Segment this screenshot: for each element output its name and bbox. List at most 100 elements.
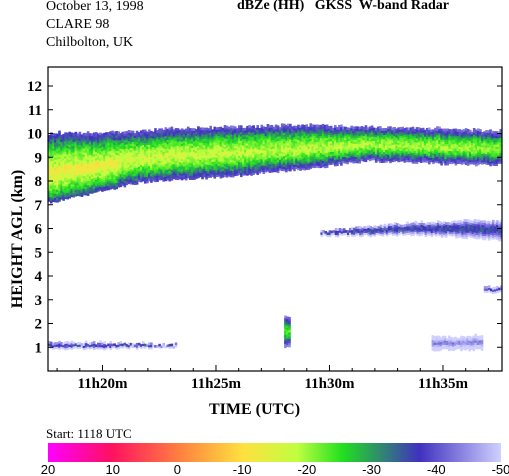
echo-cell <box>285 135 288 139</box>
echo-cell <box>301 124 304 128</box>
echo-cell <box>119 137 123 141</box>
echo-cell <box>411 145 415 149</box>
echo-cell <box>68 165 71 169</box>
echo-cell <box>274 156 278 160</box>
echo-cell <box>215 153 219 156</box>
echo-cell <box>113 161 116 165</box>
echo-cell <box>426 230 430 234</box>
echo-cell <box>272 156 276 160</box>
echo-cell <box>111 143 114 147</box>
echo-cell <box>107 177 110 180</box>
echo-cell <box>146 161 149 164</box>
echo-cell <box>166 173 170 177</box>
echo-cell <box>236 173 239 176</box>
echo-cell <box>466 133 470 136</box>
echo-cell <box>215 157 219 160</box>
echo-cell <box>88 148 92 151</box>
echo-cell <box>413 131 417 134</box>
echo-cell <box>364 129 368 133</box>
echo-cell <box>446 158 449 162</box>
echo-cell <box>456 150 460 154</box>
echo-cell <box>119 158 123 162</box>
echo-cell <box>123 176 127 179</box>
echo-cell <box>111 152 114 155</box>
echo-cell <box>344 135 347 138</box>
echo-cell <box>50 158 53 161</box>
echo-cell <box>254 136 257 140</box>
echo-cell <box>426 228 430 232</box>
echo-cell <box>321 141 325 144</box>
echo-cell <box>454 147 458 151</box>
echo-cell <box>127 140 131 144</box>
echo-cell <box>133 139 137 143</box>
echo-cell <box>72 192 76 196</box>
echo-cell <box>162 146 165 150</box>
echo-cell <box>86 193 90 196</box>
echo-cell <box>80 185 84 189</box>
echo-cell <box>62 176 65 180</box>
echo-cell <box>421 140 425 144</box>
echo-cell <box>415 146 419 150</box>
echo-cell <box>217 174 221 177</box>
echo-cell <box>129 179 133 183</box>
echo-cell <box>180 139 184 142</box>
echo-cell <box>464 162 468 165</box>
echo-cell <box>99 173 102 176</box>
echo-cell <box>397 138 400 141</box>
echo-cell <box>156 174 159 178</box>
echo-cell <box>381 156 384 159</box>
echo-cell <box>197 166 200 170</box>
echo-cell <box>303 125 306 128</box>
echo-cell <box>430 133 433 137</box>
echo-cell <box>409 159 413 163</box>
echo-cell <box>493 152 496 156</box>
echo-cell <box>119 148 123 151</box>
echo-cell <box>111 169 114 172</box>
echo-cell <box>409 131 413 135</box>
echo-cell <box>238 151 241 154</box>
echo-cell <box>129 154 133 157</box>
echo-cell <box>223 152 227 156</box>
echo-cell <box>397 157 400 160</box>
echo-cell <box>99 171 102 174</box>
echo-cell <box>436 130 439 134</box>
echo-cell <box>436 128 439 132</box>
echo-cell <box>250 147 253 151</box>
echo-cell <box>303 142 306 145</box>
echo-cell <box>213 131 217 134</box>
echo-cell <box>86 159 90 162</box>
echo-cell <box>393 224 397 227</box>
echo-cell <box>236 138 239 142</box>
echo-cell <box>123 144 127 147</box>
echo-cell <box>268 129 272 133</box>
echo-cell <box>231 172 235 176</box>
echo-cell <box>213 167 217 170</box>
echo-cell <box>119 150 123 153</box>
echo-cell <box>195 156 198 160</box>
echo-cell <box>282 123 286 127</box>
echo-cell <box>70 194 74 198</box>
echo-cell <box>354 145 357 149</box>
echo-cell <box>403 145 407 148</box>
echo-cell <box>415 150 419 154</box>
echo-cell <box>262 145 266 149</box>
echo-cell <box>387 223 391 227</box>
echo-cell <box>287 168 290 172</box>
echo-cell <box>184 132 188 136</box>
echo-cell <box>80 168 84 172</box>
echo-cell <box>276 140 280 144</box>
echo-cell <box>88 152 92 156</box>
echo-cell <box>250 145 253 148</box>
echo-cell <box>240 174 243 178</box>
echo-cell <box>350 159 353 163</box>
echo-cell <box>238 144 241 148</box>
echo-cell <box>252 133 255 137</box>
echo-cell <box>133 158 137 162</box>
echo-cell <box>146 135 149 139</box>
echo-cell <box>340 160 343 164</box>
echo-cell <box>74 153 78 156</box>
echo-cell <box>246 173 249 176</box>
echo-cell <box>109 176 112 179</box>
echo-cell <box>201 176 204 180</box>
echo-cell <box>442 141 445 145</box>
